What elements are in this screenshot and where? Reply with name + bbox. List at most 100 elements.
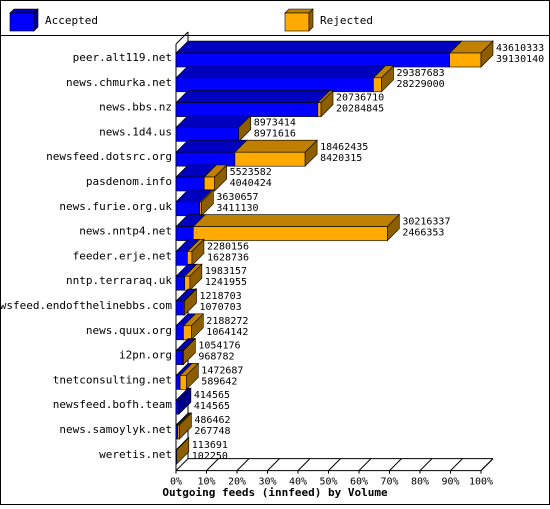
bar-accepted-top — [176, 115, 251, 127]
bar-accepted — [176, 66, 385, 92]
bar-accepted-front — [176, 177, 204, 191]
bar-accepted-front — [176, 227, 193, 241]
category-label: news.chmurka.net — [66, 76, 172, 89]
value-label-offered: 1472687 — [201, 365, 243, 376]
legend-swatch — [285, 13, 309, 31]
bar-rejected-front — [187, 251, 192, 265]
bar-accepted-front — [176, 375, 180, 389]
bar-accepted-top — [176, 91, 330, 103]
bar-rejected-front — [318, 103, 321, 117]
legend-swatch — [10, 13, 34, 31]
category-label: pasdenom.info — [86, 175, 172, 188]
bar-rejected-top — [235, 140, 317, 152]
value-label-accepted: 2466353 — [402, 228, 444, 239]
bar-accepted-front — [176, 400, 179, 414]
bar-rejected-front — [235, 152, 305, 166]
bar-accepted — [176, 91, 330, 117]
bar-accepted-front — [176, 127, 239, 141]
bar-accepted-front — [176, 301, 183, 315]
value-label-offered: 2280156 — [207, 241, 249, 252]
bar-rejected-front — [185, 276, 190, 290]
value-label-accepted: 20284845 — [336, 104, 384, 115]
category-label: news.samoylyk.net — [59, 423, 172, 436]
category-label: news.nntp4.net — [79, 225, 172, 238]
value-label-offered: 30216337 — [402, 217, 450, 228]
value-label-offered: 43610333 — [496, 43, 544, 54]
bar-rejected-top — [193, 215, 399, 227]
value-label-accepted: 8971616 — [254, 128, 296, 139]
value-label-accepted: 267748 — [194, 426, 230, 437]
category-label: news.1d4.us — [99, 125, 172, 138]
value-label-accepted: 1241955 — [205, 277, 247, 288]
category-label: newsfeed.bofh.team — [53, 398, 173, 411]
bar-accepted-front — [176, 326, 183, 340]
value-label-offered: 20736710 — [336, 93, 384, 104]
bar-rejected-front — [180, 375, 186, 389]
bar-accepted-front — [176, 276, 185, 290]
bar-accepted-front — [176, 103, 318, 117]
value-label-accepted: 28229000 — [397, 79, 445, 90]
value-label-offered: 414565 — [194, 390, 230, 401]
bar-accepted — [176, 41, 462, 67]
value-label-offered: 29387683 — [397, 68, 445, 79]
value-label-accepted: 1070703 — [200, 302, 242, 313]
category-label: news.quux.org — [86, 324, 172, 337]
category-label: nntp.terraraq.uk — [66, 274, 172, 287]
category-label: tnetconsulting.net — [53, 373, 172, 386]
bar-rejected — [235, 140, 317, 166]
value-label-accepted: 1628736 — [207, 252, 249, 263]
value-label-offered: 1218703 — [200, 291, 242, 302]
value-label-offered: 2188272 — [206, 316, 248, 327]
bar-accepted-front — [176, 53, 450, 67]
value-label-accepted: 414565 — [194, 401, 230, 412]
bar-rejected-front — [373, 78, 381, 92]
legend-swatch-top — [285, 9, 313, 13]
bar-accepted-top — [176, 66, 385, 78]
value-label-accepted: 968782 — [198, 352, 234, 363]
bar-accepted-front — [176, 251, 187, 265]
value-label-offered: 18462435 — [320, 142, 368, 153]
legend-swatch-top — [10, 9, 38, 13]
value-label-offered: 8973414 — [254, 117, 296, 128]
bar-rejected-front — [193, 227, 387, 241]
category-label: i2pn.org — [119, 349, 172, 362]
category-label: feeder.erje.net — [73, 249, 172, 262]
category-label: peer.alt119.net — [73, 51, 172, 64]
category-label: newsfeed.endofthelinebbs.com — [0, 299, 172, 312]
value-label-offered: 113691 — [192, 440, 228, 451]
value-label-accepted: 102250 — [192, 451, 228, 462]
bar-accepted-front — [176, 152, 235, 166]
legend-label: Rejected — [320, 14, 373, 27]
bar-accepted-front — [176, 351, 183, 365]
bar-accepted-front — [176, 78, 373, 92]
legend-swatch-side — [34, 9, 38, 31]
category-label: newsfeed.dotsrc.org — [46, 150, 172, 163]
value-label-offered: 1054176 — [198, 341, 240, 352]
value-label-accepted: 4040424 — [230, 178, 272, 189]
value-label-accepted: 3411130 — [216, 203, 258, 214]
bar-rejected — [193, 215, 399, 241]
value-label-accepted: 39130140 — [496, 54, 544, 65]
legend-swatch-side — [309, 9, 313, 31]
x-tick-label: 100% — [469, 477, 493, 488]
value-label-accepted: 1064142 — [206, 327, 248, 338]
category-label: weretis.net — [99, 448, 172, 461]
category-label: news.furie.org.uk — [59, 200, 172, 213]
bar-rejected-front — [450, 53, 481, 67]
value-label-offered: 1983157 — [205, 266, 247, 277]
value-label-offered: 3630657 — [216, 192, 258, 203]
value-label-offered: 486462 — [194, 415, 230, 426]
x-tick-label: 90% — [441, 477, 459, 488]
bar-rejected-front — [183, 326, 191, 340]
chart-title: Outgoing feeds (innfeed) by Volume — [162, 486, 388, 499]
category-label: news.bbs.nz — [99, 101, 172, 114]
bar-accepted-top — [176, 140, 247, 152]
bar-accepted-front — [176, 202, 200, 216]
value-label-offered: 5523582 — [230, 167, 272, 178]
legend-label: Accepted — [45, 14, 98, 27]
bar-accepted-top — [176, 41, 462, 53]
bar-rejected-front — [204, 177, 214, 191]
value-label-accepted: 589642 — [201, 376, 237, 387]
